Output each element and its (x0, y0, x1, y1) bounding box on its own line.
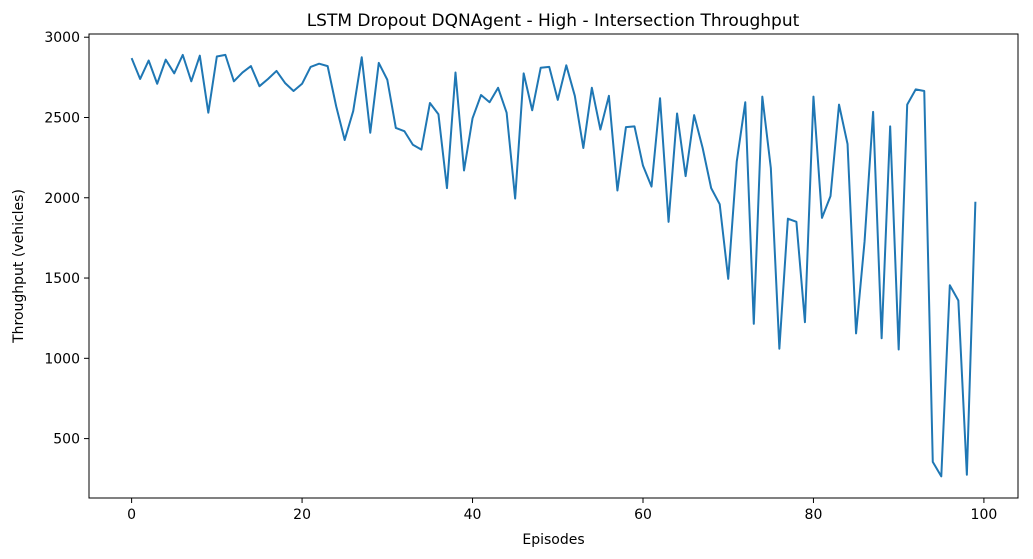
y-tick-label: 1000 (44, 351, 80, 367)
x-tick-label: 40 (464, 507, 482, 523)
x-tick-label: 80 (805, 507, 823, 523)
x-tick-label: 100 (971, 507, 998, 523)
series-layer (130, 53, 977, 478)
y-tick-label: 1500 (44, 271, 80, 287)
y-axis: 500 1000 1500 2000 2500 3000 (44, 30, 89, 448)
chart-title: LSTM Dropout DQNAgent - High - Intersect… (307, 11, 800, 31)
y-tick-label: 500 (53, 432, 80, 448)
x-tick-label: 0 (127, 507, 136, 523)
y-axis-label: Throughput (vehicles) (11, 189, 27, 344)
x-axis-label: Episodes (522, 532, 584, 548)
y-tick-label: 2500 (44, 110, 80, 126)
plot-area (88, 33, 1019, 499)
x-tick-label: 60 (634, 507, 652, 523)
x-tick-label: 20 (293, 507, 311, 523)
x-axis: 0 20 40 60 80 100 (127, 498, 997, 523)
y-tick-label: 2000 (44, 191, 80, 207)
y-tick-label: 3000 (44, 30, 80, 46)
series-line (130, 53, 977, 478)
